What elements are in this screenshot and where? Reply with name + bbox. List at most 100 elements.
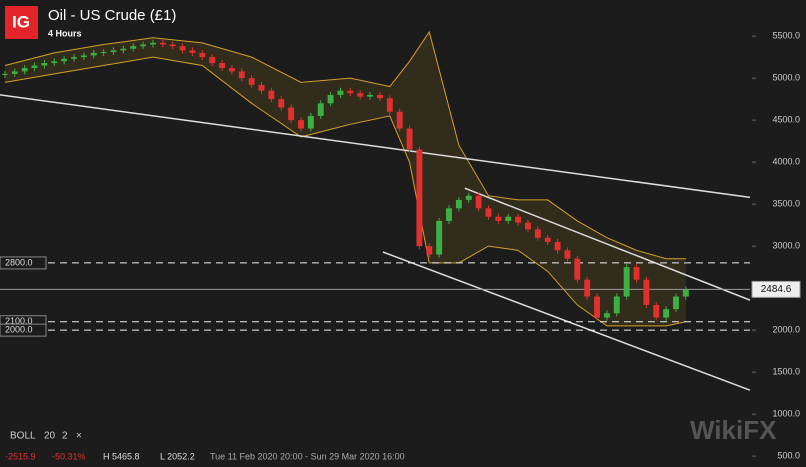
candle [278, 99, 285, 108]
candle [357, 93, 364, 97]
candle [505, 216, 512, 221]
candle [21, 68, 28, 72]
candle [544, 237, 551, 242]
candle [11, 71, 18, 74]
candle [465, 195, 472, 200]
y-tick-label: 500.0 [777, 450, 800, 460]
candle [436, 220, 443, 255]
candle [100, 52, 107, 54]
level-label-box [0, 256, 47, 270]
candle [653, 304, 660, 318]
candle [31, 65, 38, 69]
close-indicator[interactable]: × [76, 431, 82, 442]
candle [179, 46, 186, 51]
change-pct: -50.31% [52, 451, 86, 461]
y-tick-label: 2000.0 [772, 324, 800, 334]
candle [317, 103, 324, 116]
y-tick-label: 3000.0 [772, 240, 800, 250]
candle [534, 229, 541, 238]
candle [288, 107, 295, 121]
candle [594, 296, 600, 318]
level-label: 2000.0 [5, 324, 33, 334]
candle [406, 128, 413, 150]
candle [396, 111, 403, 129]
candle [268, 90, 275, 100]
candle [80, 55, 87, 58]
logo-box [5, 6, 38, 39]
candle [110, 50, 117, 53]
candle [613, 296, 620, 314]
candle [603, 313, 610, 318]
level-label: 2800.0 [5, 257, 33, 267]
candle [150, 42, 156, 45]
candle [574, 258, 581, 280]
y-tick-label: 1000.0 [772, 408, 800, 418]
candle [199, 52, 206, 58]
candle [248, 78, 255, 85]
candle [682, 289, 689, 297]
candle [120, 48, 127, 51]
trend-line [382, 251, 751, 391]
last-price-label: 2484.6 [761, 284, 792, 295]
candle [238, 71, 245, 79]
candle [347, 90, 354, 94]
y-tick-label: 4000.0 [772, 156, 800, 166]
candle [584, 279, 591, 297]
watermark: WikiFX [690, 415, 777, 445]
candle [633, 267, 640, 280]
trend-line [0, 94, 751, 199]
candle [258, 84, 265, 91]
candle [90, 52, 97, 56]
candle [327, 94, 334, 104]
candle [663, 309, 670, 318]
candle [386, 98, 393, 112]
logo: IG [12, 12, 30, 31]
candle [51, 61, 58, 63]
indicator-stddev: 2 [62, 431, 68, 442]
candle [367, 94, 374, 97]
candle [337, 90, 344, 95]
candle [446, 208, 452, 221]
candle [169, 44, 176, 47]
candle [298, 120, 304, 129]
chart-title: Oil - US Crude (£1) [48, 7, 176, 24]
level-label-box [0, 323, 47, 337]
y-tick-label: 5500.0 [772, 30, 800, 40]
candle [525, 222, 531, 230]
candle [130, 46, 137, 49]
candle [41, 63, 48, 66]
candle [140, 44, 147, 47]
low: L 2052.2 [160, 451, 195, 461]
bollinger-upper [4, 30, 686, 260]
candle [228, 68, 235, 72]
y-tick-label: 3500.0 [772, 198, 800, 208]
y-tick-label: 5000.0 [772, 72, 800, 82]
last-price-box [751, 280, 801, 298]
chart-subtitle: 4 Hours [48, 28, 82, 38]
candle [376, 94, 383, 99]
date-range: Tue 11 Feb 2020 20:00 - Sun 29 Mar 2020 … [210, 451, 405, 461]
candle [159, 42, 166, 45]
candle [61, 58, 68, 62]
candle [564, 250, 571, 259]
candle [455, 199, 462, 209]
candle [219, 63, 225, 69]
candle [416, 149, 423, 247]
candle [307, 115, 314, 129]
candle [515, 216, 522, 223]
candle [485, 208, 492, 217]
candle [1, 73, 8, 75]
candle [209, 57, 216, 63]
candle [554, 241, 561, 251]
candle [426, 246, 433, 255]
candle [495, 216, 502, 221]
candle [475, 195, 482, 209]
indicator: BOLL [10, 431, 36, 442]
candle [189, 50, 196, 53]
trend-line [464, 187, 751, 301]
candle [623, 267, 630, 297]
